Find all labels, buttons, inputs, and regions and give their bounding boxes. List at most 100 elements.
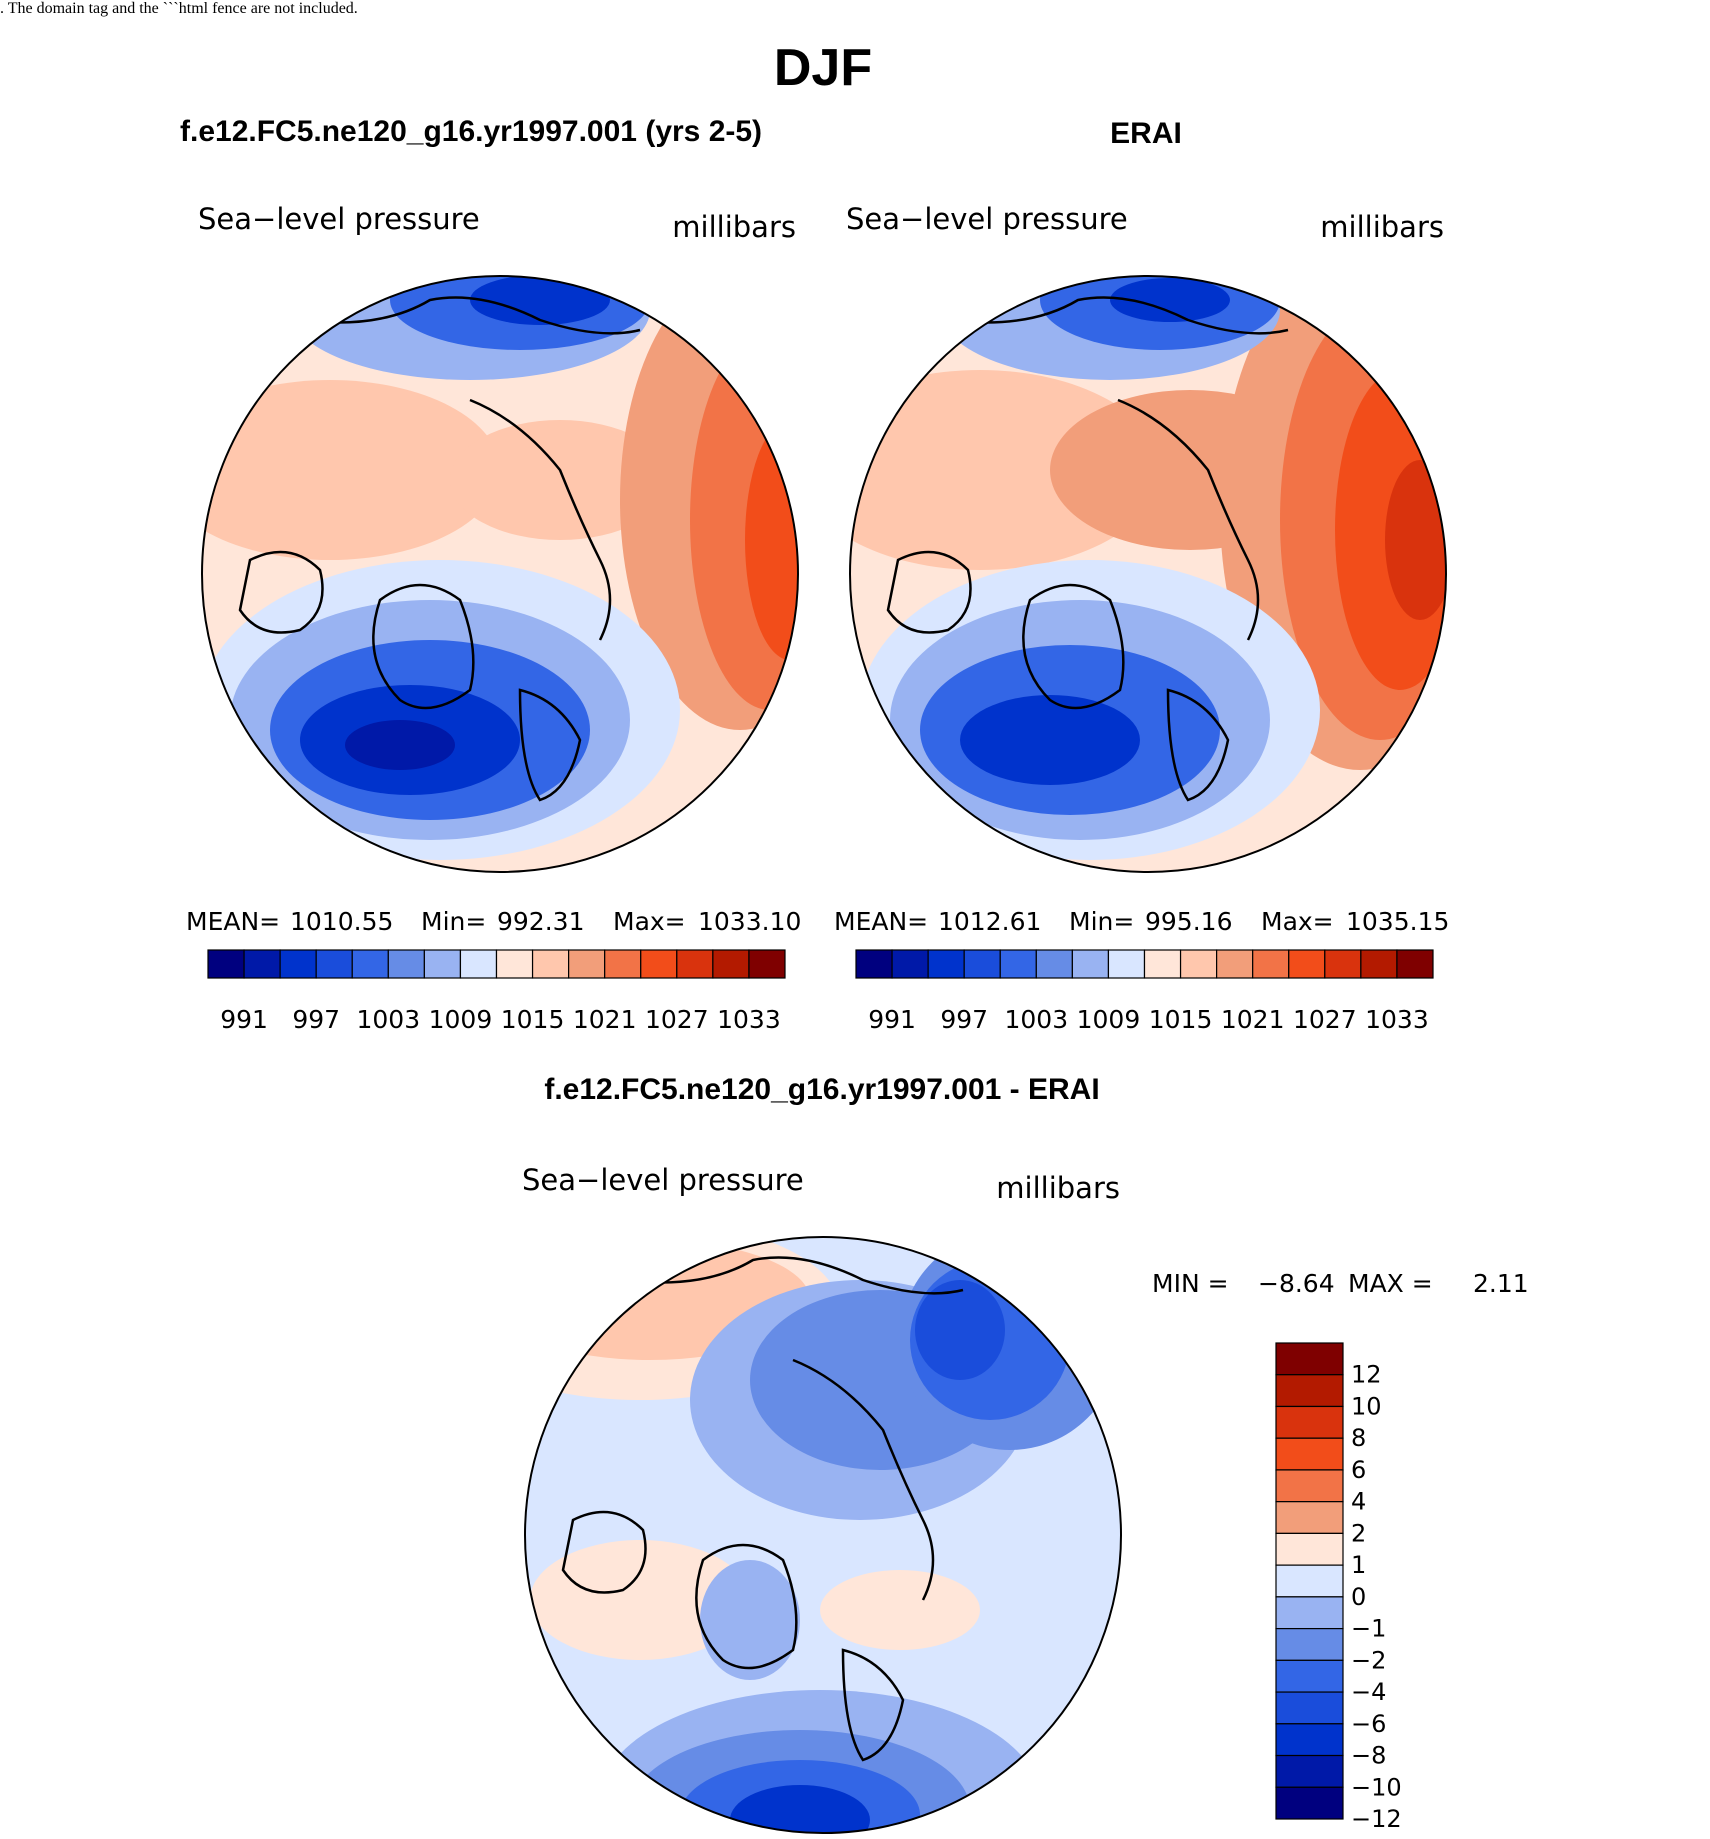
model-stats: MEAN= 1010.55 Min= 992.31 Max= 1033.10 [186, 907, 801, 936]
diff-map [525, 1237, 1121, 1833]
diff-coastline-north [622, 1256, 964, 1295]
model-colorbar-tick-label: 991 [220, 1005, 268, 1034]
diff-max-label: MAX = [1348, 1269, 1433, 1298]
obs-colorbar-swatch [1143, 949, 1182, 979]
model-colorbar-tick-label: 1009 [429, 1005, 493, 1034]
model-variable-label: Sea−level pressure [198, 202, 480, 236]
obs-stats: MEAN= 1012.61 Min= 995.16 Max= 1035.15 [834, 907, 1449, 936]
diff-colorbar-tick-label: −8 [1351, 1742, 1386, 1770]
model-colorbar-swatch [279, 949, 317, 979]
model-colorbar-swatch [712, 949, 750, 979]
obs-field-blob [960, 695, 1140, 785]
diff-colorbar-swatch [1275, 1723, 1344, 1757]
obs-panel-title: ERAI [1110, 117, 1182, 150]
model-colorbar-swatch [423, 949, 462, 979]
diff-field-blob [820, 1570, 980, 1650]
diff-colorbar-tick-label: 8 [1351, 1424, 1366, 1452]
obs-colorbar-swatch [1396, 949, 1434, 979]
obs-colorbar-swatch [1179, 949, 1218, 979]
figure-title: DJF [774, 39, 872, 97]
diff-colorbar-tick-label: 4 [1351, 1488, 1366, 1516]
diff-colorbar-swatch [1275, 1659, 1344, 1693]
diff-max-value: 2.11 [1473, 1269, 1529, 1298]
obs-mean-label: MEAN= [834, 907, 928, 936]
diff-colorbar-swatch [1275, 1374, 1344, 1408]
diff-field-blob [700, 1560, 800, 1680]
model-coastline-north [299, 296, 641, 335]
obs-colorbar-swatch [927, 949, 965, 979]
diff-units-label: millibars [996, 1171, 1120, 1205]
obs-colorbar-swatch [891, 949, 929, 979]
diff-colorbar-tick-label: −6 [1351, 1710, 1386, 1738]
obs-colorbar-tick-label: 1033 [1365, 1005, 1429, 1034]
model-colorbar-swatch [243, 949, 281, 979]
obs-colorbar-swatch [1252, 949, 1290, 979]
obs-colorbar-tick-label: 1027 [1293, 1005, 1357, 1034]
diff-coastline-greenland [695, 1543, 798, 1670]
model-field-blob [450, 420, 670, 540]
diff-colorbar-swatch [1275, 1564, 1344, 1598]
model-colorbar-tick-label: 997 [292, 1005, 340, 1034]
diff-colorbar-tick-label: −2 [1351, 1646, 1386, 1674]
model-colorbar-swatch [351, 949, 389, 979]
obs-colorbar-swatch [1216, 949, 1254, 979]
diff-colorbar-swatch [1275, 1691, 1344, 1725]
obs-units-label: millibars [1320, 210, 1444, 244]
obs-colorbar-swatch [999, 949, 1037, 979]
obs-coastline-greenland [1022, 583, 1125, 710]
diff-colorbar-tick-label: −4 [1351, 1678, 1386, 1706]
model-max-value: 1033.10 [698, 907, 801, 936]
model-colorbar-tick-label: 1033 [717, 1005, 781, 1034]
model-colorbar-tick-label: 1015 [501, 1005, 565, 1034]
model-coastline-canada [238, 550, 324, 634]
model-colorbar-swatch [315, 949, 353, 979]
obs-colorbar-swatch [1035, 949, 1073, 979]
model-max-label: Max= [613, 907, 686, 936]
obs-colorbar-tick-label: 991 [868, 1005, 916, 1034]
model-panel: f.e12.FC5.ne120_g16.yr1997.001 (yrs 2-5)… [180, 115, 799, 873]
model-coastline-scandinavia [518, 688, 582, 802]
diff-colorbar-swatch [1275, 1532, 1344, 1566]
obs-map [850, 276, 1446, 872]
obs-panel: ERAI Sea−level pressure millibars [846, 117, 1447, 873]
obs-mean-value: 1012.61 [938, 907, 1041, 936]
model-colorbar-swatch [459, 949, 498, 979]
diff-colorbar-tick-label: −1 [1351, 1615, 1386, 1643]
diff-coastline-canada [561, 1510, 647, 1594]
model-min-value: 992.31 [497, 907, 584, 936]
diff-colorbar-tick-label: −10 [1351, 1773, 1402, 1801]
diff-coastline-east [792, 1358, 935, 1601]
diff-colorbar-swatch [1275, 1437, 1344, 1471]
model-colorbar: 991 997 1003 1009 1015 1021 1027 1033 [207, 949, 786, 1034]
model-colorbar-swatch [568, 949, 606, 979]
diff-colorbar-tick-label: 6 [1351, 1456, 1366, 1484]
obs-coastline-north [947, 296, 1289, 335]
model-units-label: millibars [672, 210, 796, 244]
model-colorbar-swatch [531, 949, 570, 979]
obs-colorbar-swatch [1071, 949, 1110, 979]
diff-field-blob [530, 1540, 750, 1660]
model-colorbar-tick-label: 1003 [357, 1005, 421, 1034]
model-panel-title: f.e12.FC5.ne120_g16.yr1997.001 (yrs 2-5) [180, 115, 762, 148]
model-mean-label: MEAN= [186, 907, 280, 936]
obs-coastline-east [1117, 398, 1260, 641]
obs-min-label: Min= [1069, 907, 1134, 936]
obs-colorbar-tick-label: 1003 [1005, 1005, 1069, 1034]
diff-colorbar-tick-label: 10 [1351, 1392, 1382, 1420]
model-colorbar-swatch [207, 949, 245, 979]
model-map [202, 276, 798, 872]
diff-min-value: −8.64 [1258, 1269, 1335, 1298]
diff-coastline-scandinavia [841, 1648, 905, 1762]
diff-map-border [524, 1236, 1122, 1834]
model-mean-value: 1010.55 [290, 907, 393, 936]
obs-colorbar: 991 997 1003 1009 1015 1021 1027 1033 [855, 949, 1434, 1034]
obs-colorbar-swatch [1324, 949, 1362, 979]
model-coastline-greenland [372, 583, 475, 710]
diff-colorbar-tick-label: 12 [1351, 1361, 1382, 1389]
diff-panel-title: f.e12.FC5.ne120_g16.yr1997.001 - ERAI [544, 1073, 1099, 1106]
diff-colorbar-swatch [1275, 1596, 1344, 1630]
obs-colorbar-tick-label: 1021 [1221, 1005, 1285, 1034]
model-min-label: Min= [421, 907, 486, 936]
